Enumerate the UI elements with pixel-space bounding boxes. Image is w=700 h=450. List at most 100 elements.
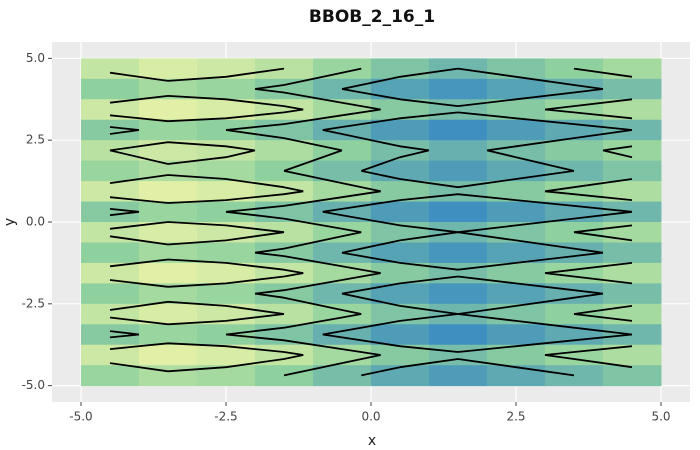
heat-cell xyxy=(487,78,546,100)
x-tick-label: 2.5 xyxy=(506,410,525,424)
heat-cell xyxy=(429,181,488,203)
heat-cell xyxy=(545,365,604,387)
heat-cell xyxy=(603,119,662,141)
contour-line xyxy=(109,67,304,373)
heat-cell xyxy=(603,262,662,284)
heat-cell xyxy=(81,242,140,264)
y-tick-label: 0.0 xyxy=(26,215,45,229)
heat-cell xyxy=(429,78,488,100)
heat-cell xyxy=(603,283,662,305)
heat-cell xyxy=(139,181,198,203)
x-tick-label: 0.0 xyxy=(361,410,380,424)
heat-cell xyxy=(197,78,256,100)
heat-cell xyxy=(429,119,488,141)
heat-cell xyxy=(545,160,604,182)
heat-cell xyxy=(255,181,314,203)
heat-cell xyxy=(371,201,430,223)
y-tick-label: -2.5 xyxy=(22,296,45,310)
heat-cell xyxy=(139,283,198,305)
contour-line xyxy=(322,67,633,377)
heat-cell xyxy=(371,262,430,284)
heat-cell xyxy=(603,140,662,162)
heat-cell xyxy=(429,283,488,305)
heat-cell xyxy=(139,222,198,243)
x-tick-label: -5.0 xyxy=(69,410,92,424)
heat-cell xyxy=(255,283,314,305)
heat-cell xyxy=(371,140,430,162)
heat-cell xyxy=(371,324,430,346)
heat-cell xyxy=(255,262,314,284)
heat-cell xyxy=(81,160,140,182)
heat-cell xyxy=(139,242,198,264)
y-tick-label: -5.0 xyxy=(22,378,45,392)
heat-cell xyxy=(197,160,256,182)
heat-cell xyxy=(487,119,546,141)
heat-cell xyxy=(371,365,430,387)
heat-cell xyxy=(371,242,430,264)
heat-cell xyxy=(371,344,430,366)
heat-cell xyxy=(313,160,372,182)
heat-cell xyxy=(603,344,662,366)
heat-cell xyxy=(487,262,546,284)
heat-cell xyxy=(371,283,430,305)
heat-cell xyxy=(313,181,372,203)
heat-cell xyxy=(603,181,662,203)
heat-cell xyxy=(371,99,430,121)
heat-cell xyxy=(139,119,198,141)
y-axis-title: y xyxy=(2,218,18,226)
heat-cell xyxy=(81,119,140,141)
heat-cell xyxy=(487,365,546,387)
heat-cell xyxy=(139,78,198,100)
heat-cell xyxy=(81,201,140,223)
heat-cell xyxy=(197,283,256,305)
heat-cell xyxy=(139,140,198,162)
heat-cell xyxy=(487,242,546,264)
heat-cell xyxy=(197,242,256,264)
heat-cell xyxy=(487,344,546,366)
y-tick-label: 2.5 xyxy=(26,133,45,147)
heat-cell xyxy=(255,303,314,325)
heat-cell xyxy=(429,99,488,121)
heat-cell xyxy=(313,222,372,243)
heat-cell xyxy=(313,365,372,387)
heat-cell xyxy=(603,324,662,346)
heat-cell xyxy=(197,181,256,203)
x-tick-label: -2.5 xyxy=(214,410,237,424)
heat-cell xyxy=(487,99,546,121)
heat-cell xyxy=(81,365,140,387)
heat-cell xyxy=(81,78,140,100)
heat-cell xyxy=(197,344,256,366)
heat-cell xyxy=(139,344,198,366)
heat-cell xyxy=(371,78,430,100)
heat-cell xyxy=(487,324,546,346)
heat-cell xyxy=(603,78,662,100)
heat-cell xyxy=(429,262,488,284)
heat-cell xyxy=(197,99,256,121)
heat-cell xyxy=(429,160,488,182)
heat-cell xyxy=(81,262,140,284)
heat-cell xyxy=(139,58,198,80)
heat-cell xyxy=(81,324,140,346)
heat-cell xyxy=(429,324,488,346)
x-axis-title: x xyxy=(368,433,376,449)
heat-cell xyxy=(603,160,662,182)
chart-title: BBOB_2_16_1 xyxy=(309,7,435,27)
heat-cell xyxy=(603,365,662,387)
contour-line xyxy=(109,67,633,377)
x-tick-label: 5.0 xyxy=(651,410,670,424)
heat-cell xyxy=(371,119,430,141)
heat-cell xyxy=(429,242,488,264)
heat-cell xyxy=(371,181,430,203)
heat-cell xyxy=(603,99,662,121)
heat-cell xyxy=(429,201,488,223)
heat-cell xyxy=(197,262,256,284)
heat-cell xyxy=(139,99,198,121)
heat-cell xyxy=(429,140,488,162)
heat-cell xyxy=(139,201,198,223)
heat-cell xyxy=(139,262,198,284)
heat-cell xyxy=(255,58,314,80)
heat-cell xyxy=(81,181,140,203)
heat-cell xyxy=(603,242,662,264)
